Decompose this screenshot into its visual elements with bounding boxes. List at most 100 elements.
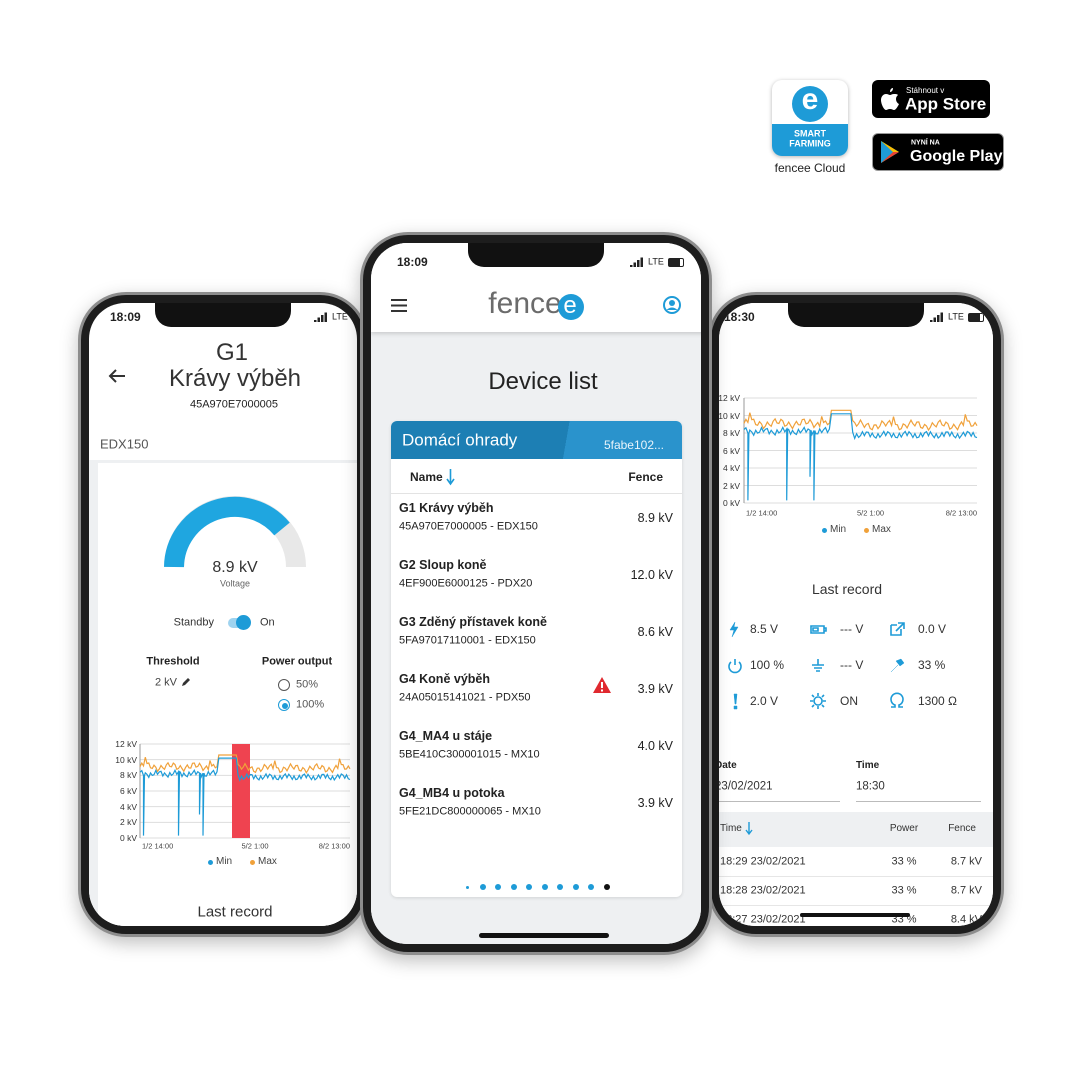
reading-value: ON: [840, 694, 858, 708]
logo-text: fence: [488, 287, 562, 320]
chart-y-label: 6 kV: [722, 445, 740, 456]
table-header: Time: [720, 823, 742, 834]
home-indicator: [479, 933, 609, 938]
last-record-title: Last record: [197, 903, 273, 921]
edit-icon: [182, 678, 190, 686]
power-option: 100%: [296, 698, 325, 711]
notch: [788, 303, 924, 327]
page-dot[interactable]: [603, 884, 610, 890]
page-dot[interactable]: [526, 884, 532, 890]
app-icon-e: e: [801, 83, 819, 116]
reading-icon-path: [729, 621, 739, 638]
sort-arrow-path: [446, 469, 455, 486]
sort-arrow-path: [745, 822, 753, 836]
table-cell: 33 %: [891, 913, 917, 926]
table-header: Power: [889, 823, 919, 834]
signal-bar: [314, 320, 317, 322]
chart-y-label: 12 kV: [719, 392, 740, 403]
status-time: 18:09: [397, 255, 428, 269]
column-header: Fence: [628, 470, 663, 484]
user-icon-head: [669, 300, 675, 306]
table-cell: 8.4 kV: [950, 913, 982, 926]
group-header[interactable]: [391, 421, 682, 459]
reading-icon-path: [890, 622, 905, 636]
legend-label: Min: [830, 524, 847, 535]
chart-min-trace: [139, 757, 351, 836]
radio[interactable]: [278, 679, 290, 691]
badge-small: NYNÍ NA: [911, 139, 940, 147]
signal-bar: [637, 260, 640, 267]
reading-value: --- V: [840, 622, 864, 636]
device-name: G4_MA4 u stáje: [399, 728, 493, 743]
page-dot[interactable]: [465, 885, 469, 889]
signal-bars: [314, 312, 327, 322]
page-dot[interactable]: [588, 884, 594, 890]
chart-y-label: 2 kV: [119, 817, 137, 828]
back-arrow: [108, 369, 125, 383]
reading-value: 1300 Ω: [918, 694, 957, 708]
screen: 18:09 LTE fence e Device list Domácí ohrady 5f…: [371, 243, 701, 944]
device-detail: 4EF900E6000125 - PDX20: [399, 577, 533, 590]
device-fence: 8.9 kV: [637, 510, 673, 525]
screen: 18:30 LTE 12 kV 10 kV 8 kV 6 kV 4 kV 2 kV 0 kV 1/…: [719, 303, 993, 926]
play-logo: [881, 141, 899, 163]
signal-bar: [321, 315, 324, 322]
power-option: 50%: [296, 678, 319, 691]
device-detail: 24A05015141021 - PDX50: [399, 691, 531, 704]
warning-mark: [601, 682, 603, 688]
legend-dot: [822, 527, 827, 533]
reading-icon: [890, 658, 905, 673]
chart-y-label: 4 kV: [722, 462, 740, 473]
toggle-knob[interactable]: [236, 615, 251, 630]
table-cell: 8.7 kV: [950, 884, 982, 897]
device-fence: 12.0 kV: [630, 567, 673, 582]
page-dot[interactable]: [572, 884, 579, 890]
notch: [155, 303, 291, 327]
signal-bars: [630, 257, 643, 267]
table-header-bg: [719, 812, 993, 847]
gauge-value: 8.9 kV: [212, 559, 258, 576]
chart-y-label: 4 kV: [119, 801, 137, 812]
table-cell: 18:27 23/02/2021: [720, 913, 806, 926]
chart-x-label: 8/2 13:00: [945, 508, 977, 518]
chart-y-label: 10 kV: [115, 754, 137, 765]
chart-plot: [139, 743, 351, 839]
reading-icon-path: [810, 625, 827, 634]
page-dot[interactable]: [510, 884, 517, 890]
reading-value: 0.0 V: [918, 622, 947, 636]
warning-icon: [593, 677, 611, 693]
chart-y-label: 0 kV: [119, 832, 137, 843]
gauge-fill: [164, 496, 290, 568]
device-name: G1 Krávy výběh: [399, 500, 494, 515]
date-value: 23/02/2021: [719, 780, 773, 793]
phone-right: 18:30 LTE 12 kV 10 kV 8 kV 6 kV 4 kV 2 kV 0 kV 1/…: [708, 292, 1004, 937]
chart-y-label: 10 kV: [719, 410, 740, 421]
column-header-sep: [391, 493, 682, 494]
legend-dot: [864, 527, 869, 533]
reading-value: 33 %: [918, 658, 946, 672]
menu-icon: [391, 299, 407, 312]
time-underline: [856, 801, 981, 802]
app-icon: [772, 80, 848, 156]
app-name: fencee Cloud: [774, 161, 846, 175]
sort-arrow: [745, 822, 753, 836]
page-dot[interactable]: [541, 884, 548, 890]
legend-label: Min: [216, 856, 233, 867]
legend-dot: [208, 859, 213, 865]
signal-bar: [933, 317, 936, 322]
reading-icon: [729, 621, 739, 638]
date-underline: [719, 801, 840, 802]
page-dot[interactable]: [495, 884, 501, 890]
page-dot[interactable]: [479, 884, 486, 890]
chart-max-trace: [139, 754, 351, 775]
page-dot[interactable]: [557, 884, 563, 890]
reading-value: 100 %: [750, 658, 785, 672]
radio[interactable]: [278, 699, 290, 711]
reading-icon: [890, 692, 904, 708]
device-title: G1: [215, 339, 249, 366]
signal-bar: [940, 312, 943, 322]
reading-value: --- V: [840, 658, 864, 672]
phone-left: 18:09 LTE G1 Krávy výběh 45A970E7000005 EDX15…: [78, 292, 368, 937]
device-name: G3 Zděný přístavek koně: [399, 614, 547, 629]
